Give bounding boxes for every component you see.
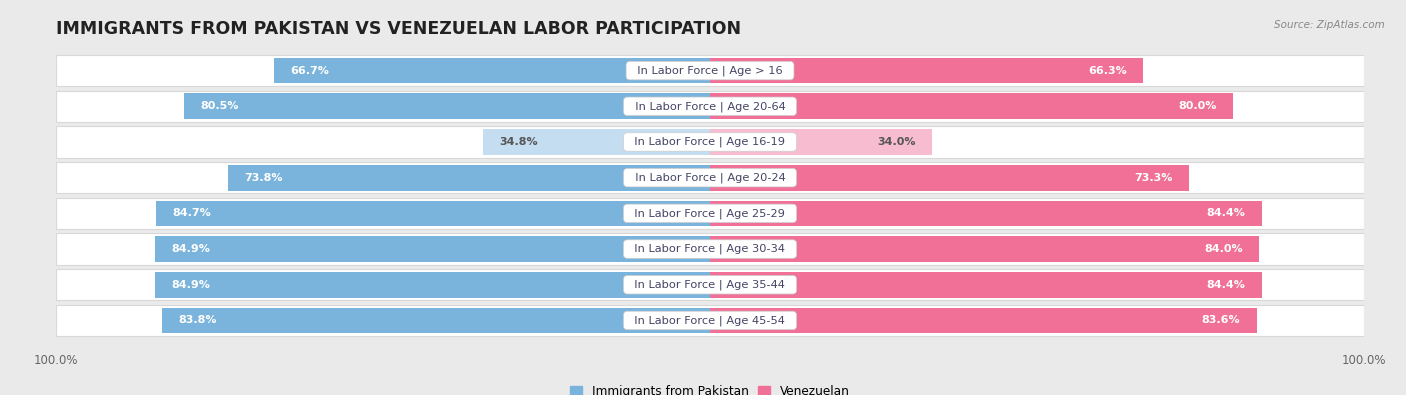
- Bar: [710, 272, 1261, 297]
- Text: In Labor Force | Age 20-24: In Labor Force | Age 20-24: [627, 173, 793, 183]
- Text: 84.0%: 84.0%: [1205, 244, 1243, 254]
- Text: 83.6%: 83.6%: [1202, 316, 1240, 325]
- Text: 80.5%: 80.5%: [200, 101, 239, 111]
- Bar: [710, 58, 1143, 83]
- Text: In Labor Force | Age 25-29: In Labor Force | Age 25-29: [627, 208, 793, 218]
- Text: 84.9%: 84.9%: [172, 244, 209, 254]
- Text: 73.8%: 73.8%: [243, 173, 283, 182]
- Text: 66.3%: 66.3%: [1088, 66, 1128, 75]
- Bar: [156, 201, 710, 226]
- Bar: [56, 233, 1364, 265]
- Text: In Labor Force | Age 30-34: In Labor Force | Age 30-34: [627, 244, 793, 254]
- Bar: [710, 94, 1233, 119]
- Bar: [56, 90, 1364, 122]
- Bar: [710, 308, 1257, 333]
- Bar: [56, 55, 1364, 86]
- Text: 84.9%: 84.9%: [172, 280, 209, 290]
- Text: IMMIGRANTS FROM PAKISTAN VS VENEZUELAN LABOR PARTICIPATION: IMMIGRANTS FROM PAKISTAN VS VENEZUELAN L…: [56, 19, 741, 38]
- Bar: [228, 165, 710, 190]
- Bar: [710, 129, 932, 155]
- Text: 66.7%: 66.7%: [290, 66, 329, 75]
- Text: In Labor Force | Age 45-54: In Labor Force | Age 45-54: [627, 315, 793, 326]
- Text: 84.7%: 84.7%: [173, 209, 211, 218]
- Bar: [274, 58, 710, 83]
- Text: In Labor Force | Age 16-19: In Labor Force | Age 16-19: [627, 137, 793, 147]
- Bar: [56, 198, 1364, 229]
- Bar: [155, 272, 710, 297]
- Text: 80.0%: 80.0%: [1178, 101, 1216, 111]
- Bar: [155, 236, 710, 262]
- Text: In Labor Force | Age > 16: In Labor Force | Age > 16: [630, 65, 790, 76]
- Bar: [184, 94, 710, 119]
- Bar: [56, 126, 1364, 158]
- Bar: [710, 236, 1260, 262]
- Bar: [56, 269, 1364, 301]
- Text: 84.4%: 84.4%: [1206, 280, 1246, 290]
- Bar: [56, 162, 1364, 194]
- Legend: Immigrants from Pakistan, Venezuelan: Immigrants from Pakistan, Venezuelan: [565, 380, 855, 395]
- Bar: [162, 308, 710, 333]
- Text: Source: ZipAtlas.com: Source: ZipAtlas.com: [1274, 20, 1385, 30]
- Bar: [482, 129, 710, 155]
- Text: In Labor Force | Age 35-44: In Labor Force | Age 35-44: [627, 280, 793, 290]
- Bar: [710, 165, 1189, 190]
- Text: 73.3%: 73.3%: [1135, 173, 1173, 182]
- Bar: [710, 201, 1261, 226]
- Text: 34.8%: 34.8%: [499, 137, 537, 147]
- Text: 34.0%: 34.0%: [877, 137, 915, 147]
- Bar: [56, 305, 1364, 336]
- Text: In Labor Force | Age 20-64: In Labor Force | Age 20-64: [627, 101, 793, 111]
- Text: 84.4%: 84.4%: [1206, 209, 1246, 218]
- Text: 83.8%: 83.8%: [179, 316, 217, 325]
